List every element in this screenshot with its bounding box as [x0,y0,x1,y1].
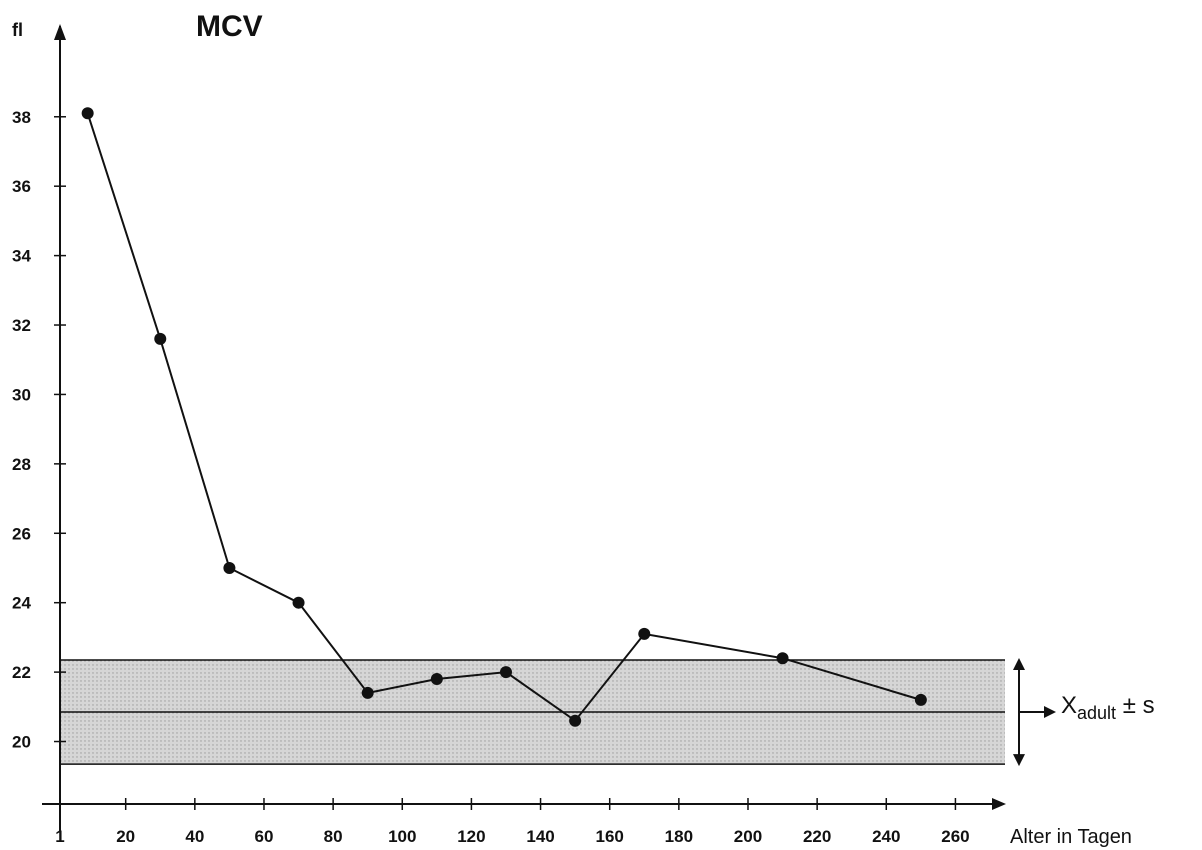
data-point [638,627,651,640]
x-tick-label: 80 [324,827,343,846]
band-pointer-arrowhead [1044,706,1056,719]
y-tick-label: 30 [12,385,31,404]
y-tick-label: 28 [12,455,31,474]
x-tick-label: 260 [941,827,969,846]
reference-annotation: Xadult ± s [1061,692,1155,723]
annotation-suffix: ± s [1116,692,1155,719]
series-line [86,112,922,723]
y-tick-label: 26 [12,524,31,543]
x-tick-label: 1 [55,827,64,846]
y-tick-label: 24 [12,594,31,613]
y-tick-label: 22 [12,663,31,682]
x-tick-label: 40 [185,827,204,846]
data-point [154,332,167,345]
x-tick-label: 220 [803,827,831,846]
data-point [292,596,305,609]
y-tick-label: 38 [12,108,31,127]
svg-text:Xadult ± s: Xadult ± s [1061,692,1155,723]
data-point [499,666,512,679]
x-tick-label: 100 [388,827,416,846]
x-tick-label: 140 [526,827,554,846]
annotation-xbar: X [1061,692,1077,719]
data-point [569,714,582,727]
annotation-subscript: adult [1077,703,1116,723]
x-tick-label: 240 [872,827,900,846]
reference-band-layer [60,657,1056,767]
x-tick-label: 120 [457,827,485,846]
y-tick-label: 36 [12,177,31,196]
chart-title: MCV [196,10,263,43]
data-point [361,686,374,699]
data-point [223,561,236,574]
y-tick-label: 34 [12,247,31,266]
data-point [81,107,94,120]
y-tick-label: 20 [12,733,31,752]
y-tick-label: 32 [12,316,31,335]
data-point [430,673,443,686]
x-axis-arrowhead [992,798,1006,810]
series-layer [81,107,927,727]
y-axis-arrowhead [54,24,66,40]
x-tick-label: 200 [734,827,762,846]
band-range-arrowhead-down [1013,754,1025,767]
x-tick-label: 180 [665,827,693,846]
x-tick-label: 160 [596,827,624,846]
band-range-arrowhead-up [1013,657,1025,670]
data-point [776,652,789,665]
x-tick-label: 60 [255,827,274,846]
data-point [914,693,927,706]
x-tick-label: 20 [116,827,135,846]
y-axis-unit-label: fl [12,20,23,40]
x-axis-label: Alter in Tagen [1010,826,1132,848]
